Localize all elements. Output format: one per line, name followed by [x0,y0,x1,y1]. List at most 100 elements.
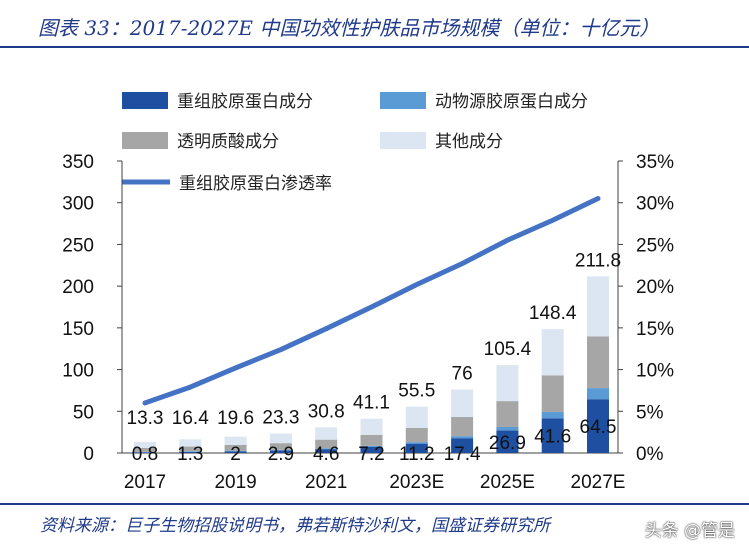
legend-label-5: 重组胶原蛋白渗透率 [179,174,332,193]
right-tick-label: 25% [636,235,674,256]
bar-2025E-series-3 [496,401,519,427]
bar-2021-series-1 [315,449,338,453]
bar-2020-series-4 [269,433,292,444]
right-tick-label: 30% [636,194,674,215]
recombinant-label-2018: 1.3 [177,444,203,465]
bar-2019-series-4 [224,436,247,445]
bar-2024E-series-2 [451,436,474,439]
total-label-2025E: 105.4 [484,339,532,360]
x-tick-label: 2017 [124,472,166,493]
legend-swatch-1 [122,92,168,109]
bar-2021-series-3 [315,439,338,449]
bar-2020-series-1 [269,450,292,453]
legend-label-3: 透明质酸成分 [177,132,279,151]
bar-2018-series-1 [179,451,202,453]
bar-2022-series-2 [360,445,383,447]
bar-2020-series-3 [269,443,292,450]
recombinant-label-2021: 4.6 [313,444,339,465]
bar-2017-series-1 [134,452,156,453]
bar-2023E-series-3 [405,427,428,443]
right-tick-label: 35% [636,152,674,173]
bar-2027E-series-4 [587,276,609,337]
bar-2026E-series-3 [541,375,564,413]
recombinant-label-2023E: 11.2 [399,444,435,465]
left-tick-label: 200 [62,277,94,298]
bar-2025E-series-2 [496,426,519,431]
total-label-2024E: 76 [452,364,473,385]
x-tick-label: 2025E [480,472,535,493]
bar-2017-series-3 [134,447,156,452]
total-label-2026E: 148.4 [529,303,577,324]
recombinant-label-2017: 0.8 [132,444,158,465]
total-label-2018: 16.4 [172,408,209,429]
recombinant-label-2025E: 26.9 [489,433,526,454]
recombinant-label-2022: 7.2 [358,444,384,465]
bar-2025E-series-1 [496,430,519,453]
legend-label-2: 动物源胶原蛋白成分 [435,92,588,111]
total-label-2023E: 55.5 [398,381,435,402]
bar-2024E-series-4 [451,389,474,417]
bar-2019-series-3 [224,444,247,451]
title-bar: 图表 33：2017-2027E 中国功效性护肤品市场规模（单位：十亿元） [0,0,749,48]
bar-2021-series-2 [315,448,338,450]
left-tick-label: 150 [62,319,94,340]
bar-2023E-series-1 [405,443,428,453]
recombinant-label-2026E: 41.6 [534,427,571,448]
left-tick-label: 300 [62,194,94,215]
right-tick-label: 15% [636,319,674,340]
total-label-2022: 41.1 [353,393,390,414]
bar-2027E-series-1 [587,399,609,453]
bar-2026E-series-4 [541,329,564,376]
bar-2021-series-4 [315,427,338,440]
bar-2018-series-2 [179,451,202,452]
left-tick-label: 50 [73,402,94,423]
bar-2024E-series-1 [451,438,474,453]
legend-swatch-3 [122,132,168,149]
bar-2017-series-2 [134,451,156,453]
right-tick-label: 10% [636,361,674,382]
bar-2027E-series-2 [587,388,609,400]
x-tick-label: 2027E [571,472,626,493]
chart-title: 图表 33：2017-2027E 中国功效性护肤品市场规模（单位：十亿元） [38,16,660,40]
bar-2026E-series-2 [541,412,564,419]
bar-2020-series-2 [269,449,292,451]
x-tick-label: 2021 [305,472,347,493]
legend-label-4: 其他成分 [435,132,503,151]
legend-label-1: 重组胶原蛋白成分 [177,92,313,111]
bar-2022-series-4 [360,418,383,435]
bar-2022-series-1 [360,446,383,453]
source-note: 资料来源：巨子生物招股说明书，弗若斯特沙利文，国盛证券研究所 [40,516,550,536]
left-tick-label: 0 [83,444,94,465]
bar-2019-series-2 [224,450,247,452]
right-tick-label: 20% [636,277,674,298]
left-tick-label: 250 [62,235,94,256]
total-label-2019: 19.6 [217,408,254,429]
bar-2019-series-1 [224,451,247,453]
x-tick-label: 2019 [214,472,256,493]
left-tick-label: 100 [62,361,94,382]
title-rule [0,46,749,48]
recombinant-label-2020: 2.9 [268,444,294,465]
left-tick-label: 350 [62,152,94,173]
bar-2022-series-3 [360,434,383,446]
right-tick-label: 0% [636,444,664,465]
bar-2023E-series-2 [405,442,428,444]
penetration-line [142,196,601,406]
bar-2023E-series-4 [405,406,428,428]
bar-2017-series-4 [134,441,156,448]
total-label-2027E: 211.8 [575,250,621,271]
total-label-2021: 30.8 [308,401,345,422]
watermark: 头条 @管是 [644,521,735,541]
bar-2018-series-4 [179,439,202,447]
total-label-2017: 13.3 [127,408,164,429]
x-tick-label: 2023E [389,472,444,493]
bar-2027E-series-3 [587,336,609,389]
bar-2025E-series-4 [496,365,519,402]
recombinant-label-2027E: 64.5 [580,417,617,438]
legend-swatch-2 [380,92,426,109]
recombinant-label-2019: 2 [230,444,241,465]
source-rule [0,503,749,505]
bar-2026E-series-1 [541,418,564,453]
legend-swatch-4 [380,132,426,149]
